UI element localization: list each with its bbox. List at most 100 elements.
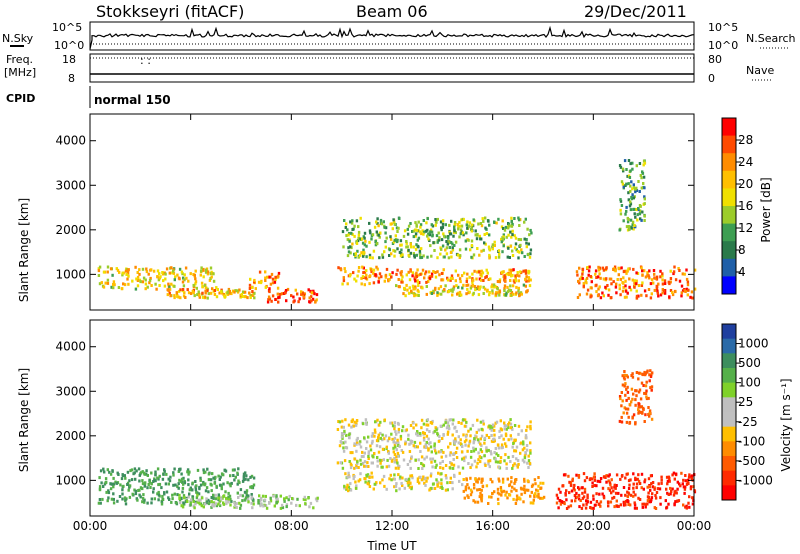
echo-cell — [498, 436, 501, 439]
echo-cell — [397, 473, 400, 477]
echo-cell — [339, 268, 343, 272]
echo-cell — [194, 280, 198, 284]
echo-cell — [399, 475, 402, 479]
echo-cell — [583, 490, 587, 494]
echo-cell — [258, 494, 261, 498]
echo-cell — [423, 457, 426, 461]
echo-cell — [620, 420, 624, 424]
echo-cell — [433, 447, 436, 450]
echo-cell — [266, 300, 270, 304]
echo-cell — [248, 283, 252, 287]
echo-cell — [203, 295, 207, 299]
echo-cell — [351, 228, 354, 231]
echo-cell — [451, 248, 455, 252]
echo-cell — [194, 500, 197, 504]
echo-cell — [585, 499, 588, 503]
echo-cell — [248, 291, 251, 295]
echo-cell — [263, 498, 267, 502]
echo-cell — [204, 268, 208, 272]
echo-cell — [300, 292, 303, 296]
echo-cell — [440, 482, 443, 486]
echo-cell — [420, 455, 424, 459]
echo-cell — [638, 498, 642, 501]
echo-cell — [209, 482, 212, 486]
echo-cell — [430, 272, 434, 276]
echo-cell — [142, 493, 145, 497]
echo-cell — [601, 492, 604, 496]
echo-cell — [521, 448, 525, 452]
echo-cell — [622, 219, 625, 223]
echo-cell — [643, 161, 647, 165]
echo-cell — [345, 234, 348, 238]
echo-cell — [525, 428, 528, 432]
echo-cell — [457, 465, 460, 469]
echo-cell — [449, 461, 452, 464]
echo-cell — [674, 472, 678, 476]
echo-cell — [171, 493, 174, 497]
echo-cell — [632, 183, 635, 187]
echo-cell — [634, 421, 637, 425]
echo-cell — [162, 279, 165, 283]
echo-cell — [432, 431, 435, 435]
echo-cell — [503, 421, 506, 425]
echo-cell — [128, 479, 131, 483]
echo-cell — [228, 482, 232, 486]
echo-cell — [393, 456, 396, 460]
nave-label: Nave — [746, 64, 774, 77]
echo-cell — [614, 285, 618, 289]
echo-cell — [465, 283, 468, 287]
echo-cell — [343, 486, 346, 490]
echo-cell — [452, 285, 456, 289]
echo-cell — [371, 475, 374, 479]
echo-cell — [459, 442, 462, 446]
echo-cell — [349, 462, 353, 466]
freq-panel-frame — [89, 53, 695, 83]
echo-cell — [528, 284, 532, 288]
echo-cell — [623, 269, 626, 273]
echo-cell — [523, 237, 526, 241]
echo-cell — [379, 481, 382, 485]
echo-cell — [341, 436, 344, 440]
echo-cell — [227, 491, 230, 495]
echo-cell — [643, 197, 646, 201]
echo-cell — [352, 424, 356, 428]
echo-cell — [397, 427, 401, 431]
echo-cell — [493, 433, 496, 437]
echo-cell — [277, 271, 281, 275]
echo-cell — [444, 235, 447, 239]
echo-cell — [157, 490, 160, 494]
x-tick-label: 16:00 — [475, 519, 510, 533]
echo-cell — [152, 480, 155, 483]
echo-cell — [265, 506, 269, 510]
echo-cell — [641, 210, 644, 214]
echo-cell — [122, 282, 125, 286]
echo-cell — [461, 231, 465, 235]
echo-cell — [354, 480, 357, 484]
echo-cell — [174, 483, 177, 487]
echo-cell — [188, 470, 191, 474]
echo-cell — [489, 277, 492, 281]
echo-cell — [350, 425, 353, 429]
echo-cell — [585, 502, 588, 506]
echo-cell — [581, 269, 584, 273]
echo-cell — [406, 232, 410, 236]
echo-cell — [122, 484, 125, 488]
echo-cell — [175, 501, 178, 505]
echo-cell — [195, 286, 198, 290]
echo-cell — [249, 475, 252, 479]
echo-cell — [648, 485, 652, 489]
echo-cell — [507, 222, 511, 226]
echo-cell — [514, 274, 517, 278]
echo-cell — [494, 292, 497, 296]
echo-cell — [268, 287, 271, 291]
echo-cell — [607, 501, 610, 505]
echo-cell — [451, 481, 454, 485]
echo-cell — [589, 275, 592, 278]
echo-cell — [238, 481, 241, 485]
echo-cell — [470, 244, 474, 247]
echo-cell — [429, 441, 432, 445]
echo-cell — [485, 446, 488, 450]
echo-cell — [558, 499, 561, 502]
echo-cell — [222, 482, 225, 486]
echo-cell — [228, 494, 232, 498]
